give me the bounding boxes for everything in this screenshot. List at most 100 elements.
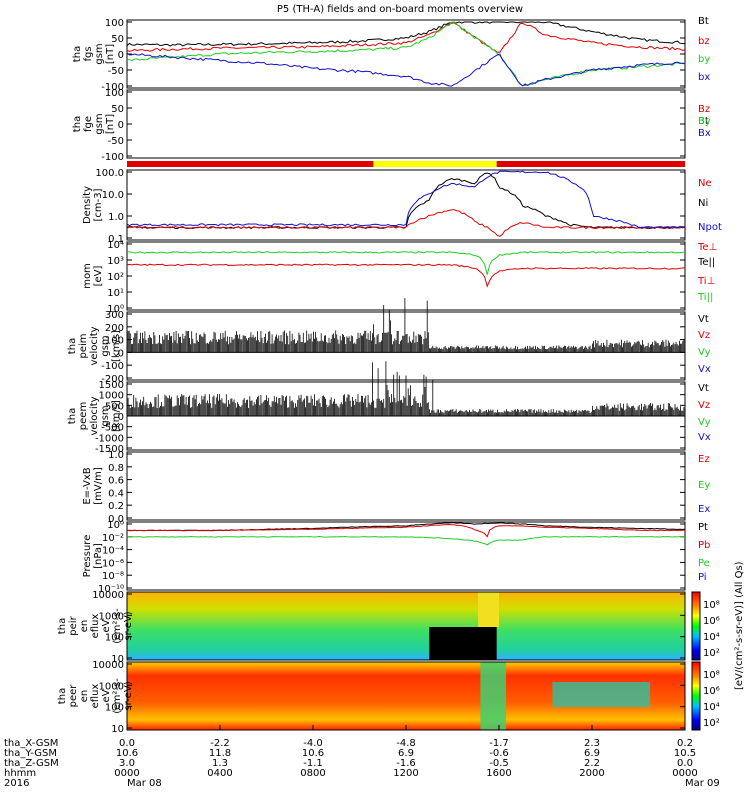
y-axis-label-line: sr-eV): [123, 611, 134, 640]
panel-frame: [126, 591, 686, 661]
y-axis-label-line: mom: [82, 263, 93, 289]
legend-bx: bx: [698, 72, 710, 83]
y-tick-label: 10⁻⁶: [102, 558, 124, 569]
y-axis-label-line: sr-eV): [123, 681, 134, 710]
colorbar-tick: 10⁶: [703, 616, 720, 627]
y-axis-label-line: tha: [57, 688, 68, 704]
x-tick-label: -1.7: [489, 738, 509, 749]
y-axis-label-line: tha: [72, 116, 83, 132]
y-axis-label-line: gsm: [94, 113, 105, 134]
y-tick-label: 300: [105, 310, 124, 321]
y-tick-label: 10: [111, 724, 124, 735]
y-tick-label: 10⁰: [107, 304, 124, 315]
y-axis-label: thapeemvelocitygsm[km/s]: [67, 396, 122, 435]
velocity-noise-peem: [126, 361, 685, 416]
x-row-label: hhmm: [4, 768, 36, 779]
y-tick-label: 0.2: [108, 501, 124, 512]
y-tick-label: 10⁻⁴: [102, 546, 124, 557]
y-tick-label: 10000: [92, 590, 124, 601]
series-fgs-by: [126, 21, 686, 87]
y-axis-label: mom[eV]: [82, 263, 104, 289]
panel-frame: [126, 19, 686, 89]
y-tick-label: 0: [118, 412, 124, 423]
y-tick-label: 10⁻⁸: [102, 571, 124, 582]
y-tick-label: 10⁰: [107, 520, 124, 531]
legend-Bt: Bt: [698, 116, 709, 127]
y-axis-label-line: [nPa]: [93, 543, 104, 569]
colorbar-tick: 10⁴: [703, 632, 720, 643]
spectrogram-burst: [478, 592, 499, 627]
y-tick-label: 10⁻¹⁰: [98, 584, 124, 595]
y-tick-label: -50: [108, 136, 124, 147]
y-tick-label: 0: [118, 120, 124, 131]
y-axis-label-line: velocity: [89, 396, 100, 435]
x-row-label: tha_Z-GSM: [4, 758, 59, 769]
x-tick-label: 0.2: [677, 738, 693, 749]
x-tick-label: 2.3: [584, 738, 600, 749]
y-axis-label: E=-VxB[mV/m]: [82, 467, 104, 505]
x-row-label: tha_Y-GSM: [4, 748, 57, 759]
legend-Vz: Vz: [698, 400, 710, 411]
x-tick-label: -1.6: [396, 758, 416, 769]
y-axis-label-line: peer: [68, 684, 79, 708]
y-tick-label: 0.6: [108, 476, 124, 487]
y-tick-label: 10³: [107, 256, 124, 267]
legend-Bx: Bx: [698, 128, 711, 139]
x-tick-label: -0.6: [489, 748, 509, 759]
legend-bz: bz: [698, 36, 710, 47]
series-temp-Ti||: [126, 251, 686, 275]
y-axis-label-line: [km/s]: [111, 330, 122, 362]
x-tick-label: 2000: [579, 768, 604, 779]
x-tick-label: 3.0: [119, 758, 135, 769]
legend-Ey: Ey: [698, 480, 710, 491]
y-axis-label: Pressure[nPa]: [82, 535, 104, 578]
y-tick-label: 100: [105, 88, 124, 99]
y-tick-label: 1000: [99, 681, 124, 692]
series-temp-Te⊥: [126, 263, 686, 288]
spectrogram-band: [552, 682, 651, 707]
x-tick-label: 10.5: [674, 748, 696, 759]
y-tick-label: 0.8: [108, 463, 124, 474]
y-axis-label-line: tha: [67, 338, 78, 354]
y-tick-label: 100: [105, 703, 124, 714]
legend-Ex: Ex: [698, 504, 710, 515]
series-density-Ni: [126, 172, 686, 230]
y-axis-label-line: [mV/m]: [93, 467, 104, 505]
legend-Vy: Vy: [698, 347, 711, 358]
panel-frame: [126, 521, 686, 591]
y-tick-label: 10.0: [102, 190, 124, 201]
legend-Vz: Vz: [698, 330, 710, 341]
y-tick-label: -500: [101, 423, 124, 434]
legend-Vt: Vt: [698, 383, 709, 394]
y-axis-label-line: (cm²-s-: [112, 678, 123, 714]
x-row-label: 2016: [4, 778, 29, 789]
y-axis-label-line: eflux: [90, 614, 101, 639]
y-tick-label: 1000: [99, 611, 124, 622]
legend-By: By: [698, 116, 711, 127]
series-pressure-Pe: [126, 535, 686, 546]
legend-Ne: Ne: [698, 178, 712, 189]
x-tick-label: 6.9: [398, 748, 414, 759]
x-tick-label: 0800: [300, 768, 325, 779]
y-tick-label: 1500: [99, 380, 124, 391]
y-tick-label: 200: [105, 323, 124, 334]
y-tick-label: 0: [118, 348, 124, 359]
series-pressure-Pb: [126, 523, 686, 538]
panel-frame: [126, 169, 686, 241]
mode-bar-segment: [496, 161, 685, 167]
y-axis-label: Density[cm-3]: [82, 186, 104, 224]
panel-peer: 10000 1000 100 10 thapeerenefluxeV(cm²-s-sr-…: [57, 660, 686, 735]
colorbar-tick: 10²: [703, 718, 720, 729]
legend-by: by: [698, 54, 710, 65]
x-tick-label: 0000: [672, 768, 697, 779]
y-tick-label: 0: [118, 50, 124, 61]
panel-pressure: 10⁰ 10⁻² 10⁻⁴10⁻⁶ 10⁻⁸ 10⁻¹⁰ Pressure[nPa] Pt P…: [82, 520, 710, 595]
y-axis-label-line: gsm: [100, 405, 111, 426]
y-tick-label: 100: [105, 633, 124, 644]
x-row-label: tha_X-GSM: [4, 738, 58, 749]
legend-Pi: Pi: [698, 572, 707, 583]
plot-title: P5 (TH-A) fields and on-board moments ov…: [277, 4, 523, 15]
